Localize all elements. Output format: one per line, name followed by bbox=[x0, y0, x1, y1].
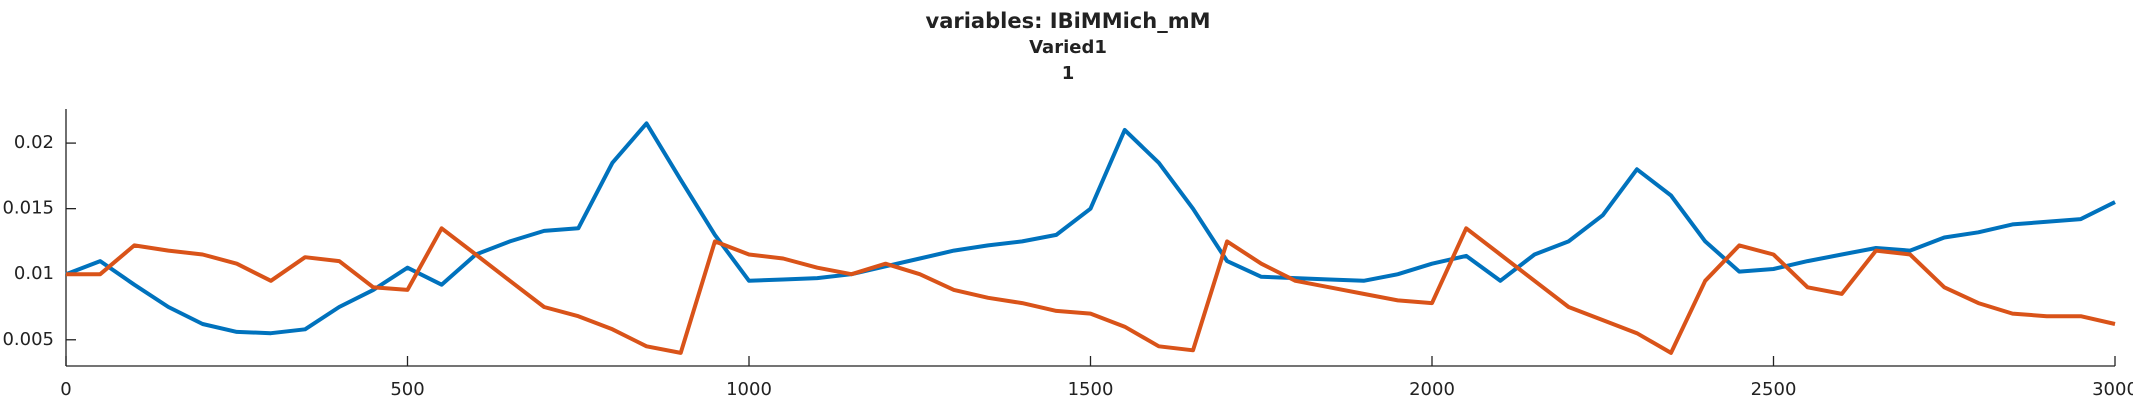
y-tick-label: 0.02 bbox=[14, 132, 54, 153]
x-tick-label: 1000 bbox=[726, 379, 772, 400]
chart-subtitle: 1 bbox=[1062, 63, 1075, 84]
x-tick-label: 1500 bbox=[1068, 379, 1114, 400]
x-tick-label: 2000 bbox=[1409, 379, 1455, 400]
x-tick-label: 3000 bbox=[2092, 379, 2133, 400]
series-line bbox=[66, 226, 2116, 355]
x-tick-label: 500 bbox=[390, 379, 424, 400]
y-tick-label: 0.01 bbox=[14, 263, 54, 284]
y-tick-label: 0.005 bbox=[2, 329, 54, 350]
series-line bbox=[65, 121, 2116, 336]
chart-title: variables: IBiMMich_mM bbox=[926, 9, 1211, 33]
x-tick-label: 0 bbox=[60, 379, 71, 400]
chart-subtitle: Varied1 bbox=[1029, 37, 1107, 58]
x-tick-label: 2500 bbox=[1751, 379, 1797, 400]
y-tick-label: 0.015 bbox=[2, 198, 54, 219]
